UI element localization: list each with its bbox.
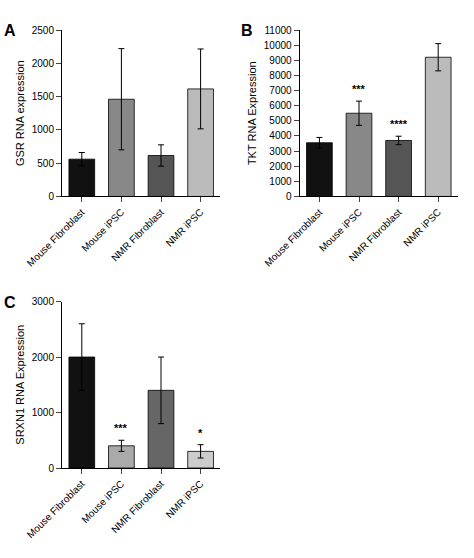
svg-text:Mouse Fibroblast: Mouse Fibroblast <box>25 478 87 540</box>
svg-text:6000: 6000 <box>269 100 292 111</box>
svg-text:NMR Fibroblast: NMR Fibroblast <box>109 206 166 263</box>
svg-text:NMR iPSC: NMR iPSC <box>164 207 206 249</box>
svg-text:1000: 1000 <box>32 124 55 135</box>
svg-text:7000: 7000 <box>269 85 292 96</box>
svg-text:2500: 2500 <box>32 25 55 36</box>
svg-text:NMR Fibroblast: NMR Fibroblast <box>109 478 166 535</box>
svg-text:C: C <box>4 294 16 311</box>
svg-text:11000: 11000 <box>265 25 293 36</box>
svg-text:TKT RNA Expression: TKT RNA Expression <box>246 61 258 165</box>
svg-text:2000: 2000 <box>32 352 55 363</box>
svg-text:NMR iPSC: NMR iPSC <box>164 478 206 520</box>
svg-text:1000: 1000 <box>32 407 55 418</box>
svg-text:0: 0 <box>286 191 292 202</box>
svg-text:0: 0 <box>48 463 54 474</box>
svg-text:5000: 5000 <box>269 115 292 126</box>
svg-text:B: B <box>241 22 253 39</box>
svg-text:4000: 4000 <box>269 130 292 141</box>
svg-text:2000: 2000 <box>32 58 55 69</box>
svg-text:Mouse iPSC: Mouse iPSC <box>79 207 126 254</box>
svg-text:2000: 2000 <box>269 161 292 172</box>
svg-text:0: 0 <box>48 191 54 202</box>
svg-text:NMR Fibroblast: NMR Fibroblast <box>347 206 404 263</box>
svg-text:SRXN1 RNA Expression: SRXN1 RNA Expression <box>14 325 26 445</box>
svg-text:Mouse Fibroblast: Mouse Fibroblast <box>262 206 324 268</box>
svg-text:*: * <box>198 427 203 439</box>
svg-text:***: *** <box>352 83 366 95</box>
svg-text:10000: 10000 <box>264 40 292 51</box>
svg-text:NMR iPSC: NMR iPSC <box>401 207 443 249</box>
svg-text:***: *** <box>114 422 128 434</box>
svg-text:GSR RNA expression: GSR RNA expression <box>14 60 26 166</box>
svg-text:Mouse iPSC: Mouse iPSC <box>79 478 126 525</box>
svg-text:8000: 8000 <box>269 70 292 81</box>
svg-text:A: A <box>4 22 16 39</box>
svg-text:Mouse iPSC: Mouse iPSC <box>317 207 364 254</box>
svg-text:3000: 3000 <box>269 146 292 157</box>
svg-text:1000: 1000 <box>269 176 292 187</box>
svg-text:9000: 9000 <box>269 55 292 66</box>
svg-text:1500: 1500 <box>32 91 55 102</box>
svg-text:500: 500 <box>37 158 54 169</box>
svg-text:****: **** <box>390 118 408 130</box>
svg-text:3000: 3000 <box>32 296 55 307</box>
svg-text:Mouse Fibroblast: Mouse Fibroblast <box>25 206 87 268</box>
